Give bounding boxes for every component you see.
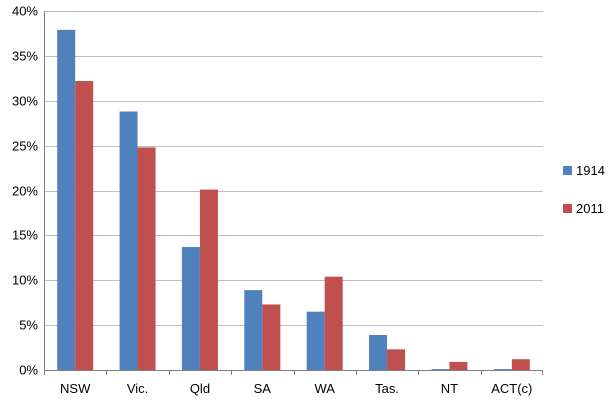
- bar-2011-NT: [449, 361, 468, 370]
- legend-label: 1914: [576, 163, 605, 178]
- y-tick-label: 20%: [12, 184, 38, 199]
- x-tick-label: ACT(c): [491, 381, 532, 396]
- y-tick-label: 35%: [12, 49, 38, 64]
- bar-1914-NSW: [57, 29, 76, 370]
- bar-2011-Qld: [199, 189, 218, 370]
- bars: [57, 29, 530, 371]
- y-tick-label: 40%: [12, 4, 38, 19]
- legend-swatch-2011: [563, 204, 572, 213]
- grid-lines: [44, 11, 543, 326]
- legend-swatch-1914: [563, 166, 572, 175]
- y-tick-label: 5%: [19, 318, 38, 333]
- bar-1914-NT: [431, 369, 450, 370]
- x-tick-label: WA: [314, 381, 335, 396]
- x-tick-label: Vic.: [127, 381, 148, 396]
- y-tick-label: 10%: [12, 273, 38, 288]
- x-tick-labels: NSW Vic. Qld SA WA Tas. NT ACT(c): [60, 381, 532, 396]
- bar-1914-Tas.: [369, 334, 388, 370]
- legend: 1914 2011: [563, 163, 605, 216]
- x-tick-label: NT: [441, 381, 458, 396]
- bar-1914-Qld: [181, 247, 200, 370]
- bar-2011-WA: [324, 276, 343, 370]
- y-tick-label: 30%: [12, 94, 38, 109]
- y-tick-label: 0%: [19, 363, 38, 378]
- legend-label: 2011: [576, 201, 604, 216]
- x-tick-label: SA: [254, 381, 272, 396]
- bar-2011-Vic.: [137, 147, 156, 370]
- bar-1914-ACT(c): [493, 369, 512, 370]
- y-tick-label: 25%: [12, 139, 38, 154]
- bar-2011-Tas.: [387, 349, 406, 370]
- x-tick-label: Tas.: [375, 381, 399, 396]
- x-tick-label: NSW: [60, 381, 91, 396]
- bar-1914-WA: [306, 311, 325, 370]
- bar-2011-NSW: [75, 81, 94, 370]
- x-tick-label: Qld: [190, 381, 210, 396]
- y-tick-labels: 0% 5% 10% 15% 20% 25% 30% 35% 40%: [12, 4, 38, 378]
- bar-2011-SA: [262, 304, 281, 370]
- bar-2011-ACT(c): [511, 359, 530, 370]
- axes: [44, 11, 543, 375]
- bar-1914-Vic.: [119, 111, 138, 371]
- y-tick-label: 15%: [12, 228, 38, 243]
- bar-1914-SA: [244, 290, 263, 370]
